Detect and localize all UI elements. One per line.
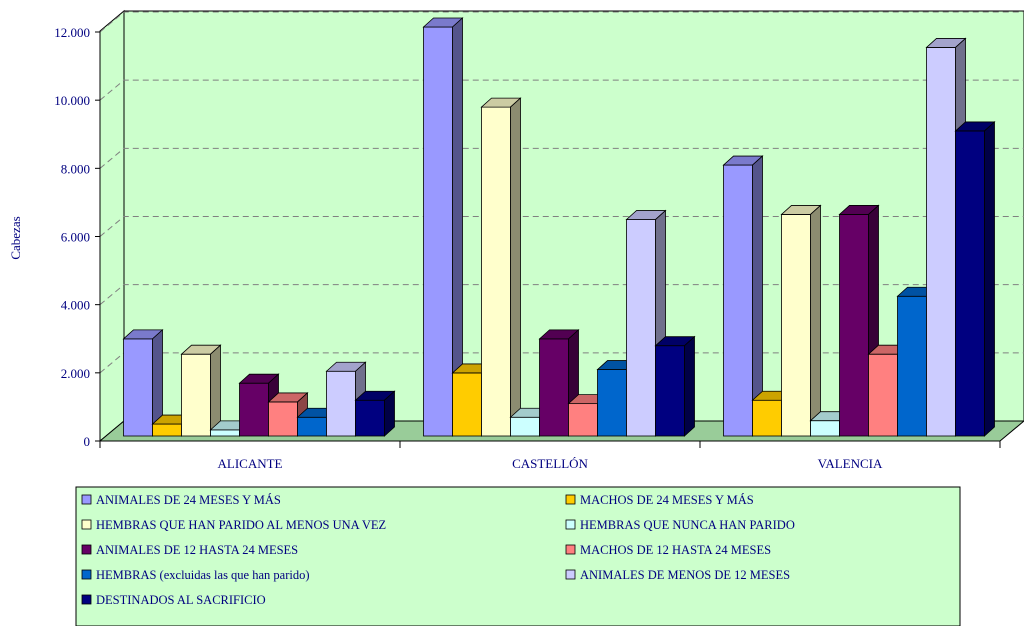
bars bbox=[122, 17, 996, 437]
bar-front bbox=[810, 420, 840, 437]
bar-front bbox=[123, 338, 153, 437]
legend-swatch bbox=[81, 544, 92, 555]
y-axis-label: Cabezas bbox=[8, 216, 23, 259]
legend-swatch bbox=[81, 494, 92, 505]
legend-label: ANIMALES DE 12 HASTA 24 MESES bbox=[96, 543, 298, 557]
bar-front bbox=[181, 353, 211, 437]
bar-front bbox=[239, 382, 269, 437]
bar bbox=[954, 121, 996, 437]
y-tick-label: 2.000 bbox=[61, 366, 90, 381]
bar-front bbox=[355, 399, 385, 437]
bar-front bbox=[268, 401, 298, 437]
bar bbox=[780, 204, 822, 437]
y-tick-label: 10.000 bbox=[54, 93, 90, 108]
legend: ANIMALES DE 24 MESES Y MÁS MACHOS DE 24 M… bbox=[75, 486, 961, 627]
bar-front bbox=[481, 106, 511, 437]
bar-front bbox=[539, 338, 569, 437]
y-tick-label: 6.000 bbox=[61, 230, 90, 245]
bar-front bbox=[926, 47, 956, 437]
bar-front bbox=[723, 164, 753, 437]
bar-front bbox=[839, 214, 869, 437]
bar bbox=[325, 361, 367, 437]
bar-front bbox=[868, 353, 898, 437]
legend-label: MACHOS DE 24 MESES Y MÁS bbox=[580, 493, 754, 507]
legend-swatch bbox=[81, 569, 92, 580]
x-tick-label: CASTELLÓN bbox=[512, 456, 588, 471]
bar bbox=[122, 328, 164, 437]
bar-front bbox=[510, 416, 540, 437]
legend-swatch bbox=[81, 519, 92, 530]
bar-front bbox=[423, 26, 453, 437]
bar-front bbox=[955, 130, 985, 437]
y-tick-label: 4.000 bbox=[61, 298, 90, 313]
bar-front bbox=[568, 403, 598, 437]
bar bbox=[354, 390, 396, 437]
bar-front bbox=[626, 219, 656, 437]
legend-box bbox=[75, 486, 961, 627]
legend-label: HEMBRAS QUE HAN PARIDO AL MENOS UNA VEZ bbox=[96, 518, 386, 532]
bar-side bbox=[684, 335, 695, 437]
legend-label: MACHOS DE 12 HASTA 24 MESES bbox=[580, 543, 771, 557]
y-tick-label: 0 bbox=[84, 434, 91, 449]
bar-front bbox=[297, 416, 327, 437]
axes: 0 2.000 4.000 6.000 8.000 10.000 12.000 ALICANT… bbox=[54, 25, 1001, 471]
legend-label: HEMBRAS (excluidas las que han parido) bbox=[96, 568, 310, 582]
legend-label: DESTINADOS AL SACRIFICIO bbox=[96, 593, 266, 607]
bar bbox=[654, 335, 696, 437]
bar-front bbox=[897, 295, 927, 437]
bar-front bbox=[597, 369, 627, 437]
legend-swatch bbox=[565, 519, 576, 530]
legend-swatch bbox=[81, 594, 92, 605]
bar-front bbox=[752, 399, 782, 437]
gridline bbox=[99, 147, 1024, 169]
legend-label: ANIMALES DE 24 MESES Y MÁS bbox=[96, 493, 281, 507]
x-tick-label: VALENCIA bbox=[818, 456, 883, 471]
bar-front bbox=[326, 370, 356, 437]
bar-front bbox=[781, 214, 811, 437]
x-tick-label: ALICANTE bbox=[218, 456, 283, 471]
bar-side bbox=[810, 204, 821, 437]
legend-swatch bbox=[565, 544, 576, 555]
legend-label: HEMBRAS QUE NUNCA HAN PARIDO bbox=[580, 518, 795, 532]
bar-front bbox=[152, 423, 182, 437]
gridline bbox=[99, 11, 1024, 33]
bar-front bbox=[210, 429, 240, 437]
bar-side bbox=[984, 121, 995, 437]
bar bbox=[180, 344, 222, 437]
legend-label: ANIMALES DE MENOS DE 12 MESES bbox=[580, 568, 790, 582]
bar-side bbox=[384, 390, 395, 437]
gridline bbox=[99, 79, 1024, 101]
bar-front bbox=[655, 345, 685, 437]
bar bbox=[722, 155, 764, 437]
y-tick-label: 8.000 bbox=[61, 161, 90, 176]
legend-swatch bbox=[565, 569, 576, 580]
y-tick-label: 12.000 bbox=[54, 25, 90, 40]
bar-side bbox=[510, 97, 521, 437]
bar bbox=[480, 97, 522, 437]
bar-front bbox=[452, 372, 482, 437]
legend-swatch bbox=[565, 494, 576, 505]
